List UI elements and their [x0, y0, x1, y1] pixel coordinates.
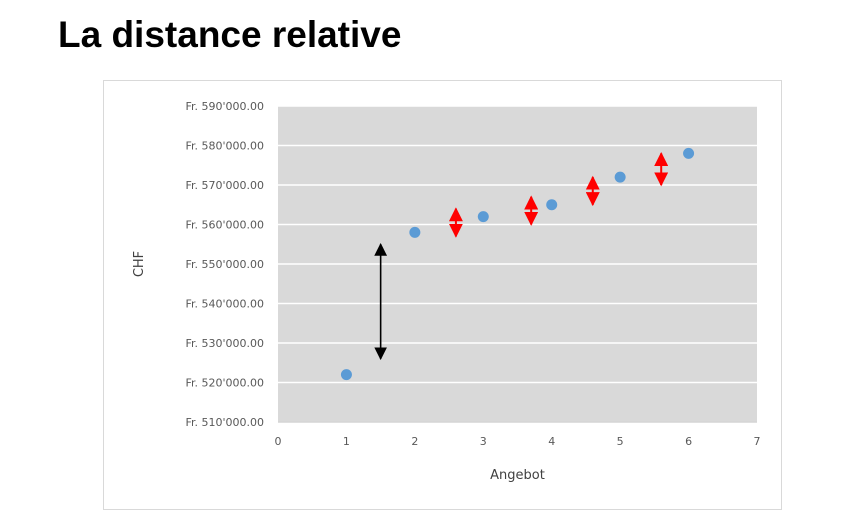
data-point: [409, 226, 421, 238]
y-tick-label: Fr. 530'000.00: [185, 337, 264, 350]
annotation-arrows: [374, 152, 669, 361]
y-tick-label: Fr. 510'000.00: [185, 416, 264, 429]
x-tick-label: 4: [548, 435, 555, 448]
x-tick-label: 7: [754, 435, 761, 448]
data-point: [477, 211, 489, 223]
y-tick-label: Fr. 520'000.00: [185, 377, 264, 390]
x-tick-label: 3: [480, 435, 487, 448]
y-tick-label: Fr. 540'000.00: [185, 298, 264, 311]
y-tick-label: Fr. 570'000.00: [185, 179, 264, 192]
data-points: [340, 147, 695, 381]
x-tick-label: 2: [411, 435, 418, 448]
x-tick-label: 1: [343, 435, 350, 448]
y-tick-label: Fr. 580'000.00: [185, 140, 264, 153]
data-point: [340, 369, 352, 381]
x-axis-ticks: 0 1 2 3 4 5 6 7: [275, 435, 761, 448]
x-tick-label: 0: [275, 435, 282, 448]
y-tick-label: Fr. 560'000.00: [185, 219, 264, 232]
scatter-chart: Fr. 510'000.00 Fr. 520'000.00 Fr. 530'000.…: [132, 100, 761, 483]
grid-lines: [278, 105, 757, 423]
y-axis-title: CHF: [132, 251, 147, 277]
data-point: [614, 171, 626, 183]
y-tick-label: Fr. 550'000.00: [185, 258, 264, 271]
chart-frame: Fr. 510'000.00 Fr. 520'000.00 Fr. 530'000.…: [103, 80, 782, 510]
y-tick-label: Fr. 590'000.00: [185, 100, 264, 113]
data-point: [546, 199, 558, 211]
x-tick-label: 5: [617, 435, 624, 448]
x-axis-title: Angebot: [490, 468, 545, 483]
x-tick-label: 6: [685, 435, 692, 448]
slide-title: La distance relative: [58, 14, 402, 55]
y-axis-ticks: Fr. 510'000.00 Fr. 520'000.00 Fr. 530'000.…: [185, 100, 264, 429]
data-point: [683, 147, 695, 159]
